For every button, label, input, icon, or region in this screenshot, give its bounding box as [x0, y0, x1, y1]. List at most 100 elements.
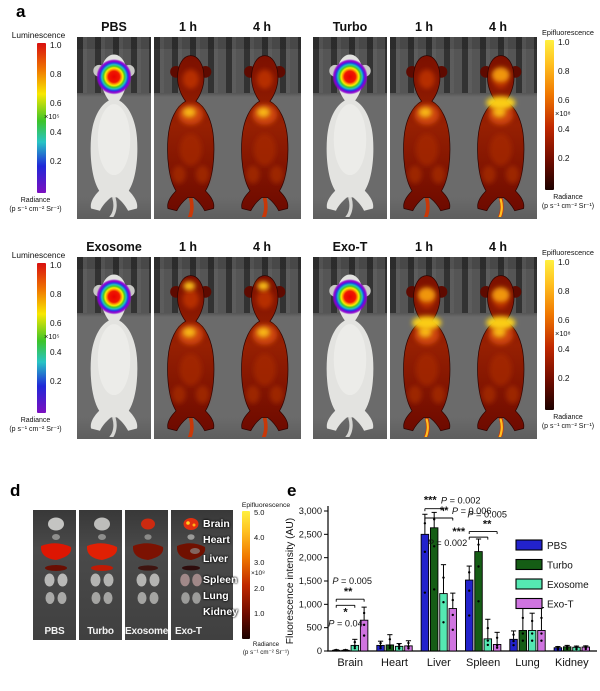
organ-strip-turbo: Turbo [79, 510, 122, 640]
organ-strip-exo-t: Exo-T [171, 510, 233, 640]
colorbar-tick: 0.4 [558, 344, 570, 354]
white-mouse-icon [313, 39, 387, 217]
timepoint-label: 4 h [488, 20, 508, 34]
luminescence-gradient-bar [37, 263, 46, 413]
strip-label: Turbo [87, 626, 114, 637]
x-category-label: Spleen [466, 657, 500, 669]
y-tick-label: 500 [306, 623, 322, 633]
white-mouse-icon [77, 39, 151, 217]
colorbar-tick: 0.4 [50, 127, 62, 137]
timepoint-label: 4 h [252, 20, 272, 34]
y-tick-label: 1,000 [299, 599, 322, 609]
organs-image [176, 518, 206, 604]
colorbar-tick: 0.2 [558, 153, 570, 163]
strip-label: Exo-T [175, 626, 202, 637]
colorbar-tick: 0.2 [50, 156, 62, 166]
fluorescent-mouse-icon [154, 39, 228, 217]
colorbar-tick: 0.2 [558, 373, 570, 383]
y-axis-label: Fluorescence intensity (AU) [285, 518, 296, 644]
organs-image [40, 517, 72, 604]
fluorescent-mouse-icon [154, 259, 228, 437]
legend-label: PBS [547, 541, 567, 552]
mouse-image-pbs-luminescence [77, 37, 151, 219]
significance-stars: ** [344, 586, 353, 598]
panel-d: d PBS [0, 478, 292, 691]
colorbar-tick: 0.6 [558, 95, 570, 105]
colorbar-title: Epifluorescence [542, 248, 594, 257]
epifluorescence-colorbar: Epifluorescence 1.0 0.8 0.6 ×10⁸ 0.4 0.2… [539, 240, 597, 432]
x-category-label: Brain [337, 657, 363, 669]
timepoint-label: 1 h [414, 20, 434, 34]
radiance-caption: Radiance (p s⁻¹ cm⁻² Sr⁻¹) [9, 197, 62, 213]
y-tick-label: 1,500 [299, 576, 322, 586]
organ-strip-exosome: Exosome [125, 510, 168, 640]
p-value-label: P = 0.002 [428, 538, 468, 548]
panel-a-row-1: Luminescence 1.0 0.8 0.6 ×10⁵ 0.4 0.2 Ra… [0, 20, 600, 219]
x-category-label: Kidney [555, 657, 589, 669]
colorbar-multiplier: ×10⁵ [44, 332, 60, 341]
organs-image [132, 518, 164, 604]
mouse-image-exosome-fluorescence [154, 257, 301, 439]
p-value-label: P = 0.04 [328, 618, 363, 628]
legend-swatch-exosome [515, 578, 543, 590]
legend-swatch-exo-t [515, 597, 543, 610]
panel-d-colorbar: Epifluorescence 5.0 4.0 3.0 ×10⁸ 2.0 1.0… [240, 502, 292, 657]
legend-label: Exosome [547, 580, 589, 591]
fluorescent-mouse-icon [228, 39, 302, 217]
y-tick-label: 2,000 [299, 553, 322, 563]
colorbar-tick: 0.6 [50, 98, 62, 108]
strip-label: PBS [44, 626, 65, 637]
x-category-label: Lung [515, 657, 539, 669]
p-value-label: P = 0.005 [467, 510, 507, 520]
significance-stars: * [343, 606, 348, 618]
p-value-label: P = 0.005 [332, 576, 372, 586]
x-category-label: Liver [427, 657, 451, 669]
fluorescent-mouse-icon [464, 39, 538, 217]
colorbar-tick: 0.4 [558, 124, 570, 134]
colorbar-title: Epifluorescence [241, 502, 291, 509]
colorbar-tick: 5.0 [254, 508, 265, 517]
y-tick-label: 0 [317, 646, 322, 656]
legend-swatch-turbo [515, 558, 543, 571]
colorbar-tick: 2.0 [254, 584, 265, 593]
mouse-image-exo-t-fluorescence [390, 257, 537, 439]
colorbar-tick: 1.0 [50, 260, 62, 270]
luminescence-colorbar: Luminescence 1.0 0.8 0.6 ×10⁵ 0.4 0.2 Ra… [0, 20, 77, 215]
fluorescent-mouse-icon [228, 259, 302, 437]
group-name: Exo-T [332, 240, 368, 254]
epifluorescence-gradient-bar [545, 260, 554, 410]
timepoint-label: 1 h [414, 240, 434, 254]
epifluorescence-gradient-bar [242, 511, 250, 639]
colorbar-tick: 0.8 [50, 69, 62, 79]
group-pbs: PBS 1 h 4 h [77, 20, 301, 219]
group-turbo: Turbo 1 h 4 h [313, 20, 539, 219]
colorbar-tick: 1.0 [558, 37, 570, 47]
organ-strips: PBS Turbo [33, 510, 233, 640]
timepoint-label: 4 h [252, 240, 272, 254]
panel-d-label: d [10, 481, 21, 500]
epifluorescence-colorbar: Epifluorescence 1.0 0.8 0.6 ×10⁸ 0.4 0.2… [539, 20, 597, 212]
colorbar-multiplier: ×10⁸ [251, 570, 265, 577]
radiance-caption: Radiance (p s⁻¹ cm⁻² Sr⁻¹) [541, 414, 595, 430]
radiance-caption: Radiance (p s⁻¹ cm⁻² Sr⁻¹) [242, 641, 290, 656]
group-exo-t: Exo-T 1 h 4 h [313, 240, 539, 439]
timepoint-label: 4 h [488, 240, 508, 254]
colorbar-multiplier: ×10⁸ [555, 329, 571, 338]
radiance-caption: Radiance (p s⁻¹ cm⁻² Sr⁻¹) [541, 194, 595, 210]
group-name: Exosome [86, 240, 142, 254]
white-mouse-icon [313, 259, 387, 437]
white-mouse-icon [77, 259, 151, 437]
epifluorescence-gradient-bar [545, 40, 554, 190]
mouse-image-pbs-fluorescence [154, 37, 301, 219]
y-tick-label: 3,000 [299, 506, 322, 516]
panel-a-label: a [16, 2, 26, 21]
panel-e-label: e [287, 481, 297, 500]
colorbar-tick: 1.0 [558, 257, 570, 267]
colorbar-title: Epifluorescence [542, 28, 594, 37]
group-exosome: Exosome 1 h 4 h [77, 240, 301, 439]
p-value-label: P = 0.006 [452, 506, 492, 516]
significance-stars: ** [440, 505, 449, 517]
panel-a-row-2: Luminescence 1.0 0.8 0.6 ×10⁵ 0.4 0.2 Ra… [0, 240, 600, 439]
fluorescent-mouse-icon [390, 259, 464, 437]
